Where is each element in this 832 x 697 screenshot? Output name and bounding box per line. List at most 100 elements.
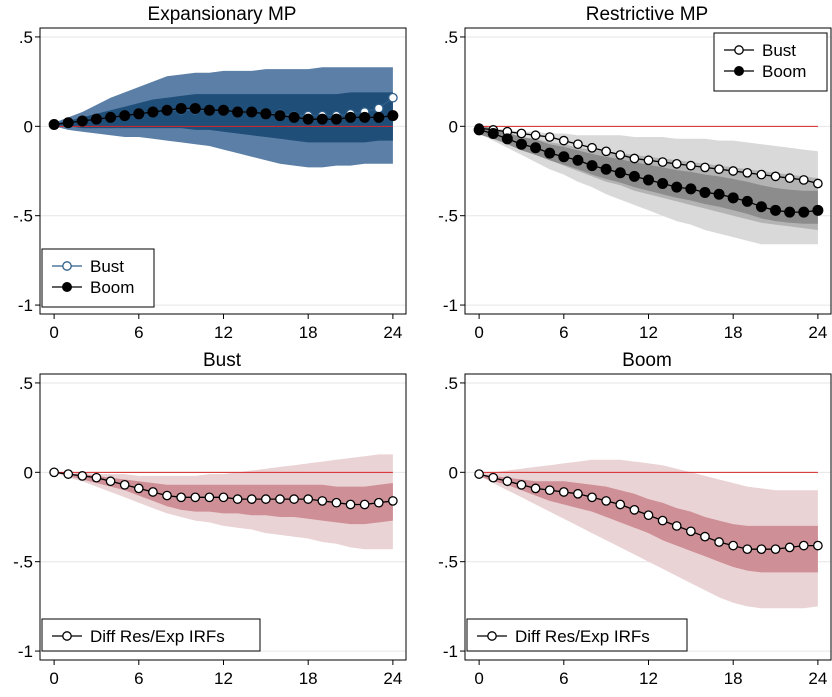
data-point [176, 492, 187, 503]
data-point [530, 142, 542, 154]
data-point [260, 494, 271, 504]
panel-restrictive-mp: Restrictive MP .5 0 -.5 -1 0 6 12 18 24 Bust Boom [438, 4, 832, 342]
y-tick-label: -1 [18, 296, 33, 315]
data-point [147, 106, 159, 118]
data-point [161, 104, 173, 116]
legend-box [41, 618, 261, 652]
data-point [373, 111, 385, 123]
data-point [770, 544, 781, 555]
data-point [629, 504, 640, 515]
data-point [741, 195, 753, 207]
data-point [76, 115, 88, 127]
data-point [685, 526, 696, 537]
data-point [714, 164, 724, 175]
data-point [812, 204, 824, 216]
legend-label: Boom [90, 278, 134, 297]
data-point [317, 496, 328, 506]
legend-label: Boom [762, 62, 806, 81]
data-point [90, 113, 102, 125]
data-point [473, 124, 485, 136]
data-point [657, 157, 668, 167]
data-point [713, 188, 725, 200]
data-point [148, 487, 158, 497]
panel-title: Boom [622, 350, 672, 371]
data-point [302, 113, 314, 125]
legend-marker [62, 261, 72, 271]
data-point [345, 499, 356, 510]
data-point [572, 154, 584, 166]
legend: Diff Res/Exp IRFs [41, 618, 261, 652]
data-point [530, 483, 541, 494]
data-point [657, 515, 668, 526]
x-tick-label: 0 [474, 669, 483, 688]
confidence-band-inner [54, 92, 393, 143]
y-tick-label: -1 [18, 642, 33, 661]
x-tick-label: 24 [383, 669, 402, 688]
data-point [373, 497, 384, 508]
legend-label: Diff Res/Exp IRFs [90, 627, 225, 646]
data-point [573, 139, 583, 150]
data-point [373, 103, 384, 114]
panel-plot: .5 0 -.5 -1 0 6 12 18 24 Diff Res/Exp IRFs [438, 373, 832, 688]
data-point [119, 110, 131, 122]
data-point [190, 492, 201, 503]
legend-marker [734, 66, 744, 76]
data-point [175, 102, 187, 114]
data-point [275, 494, 285, 504]
data-point [728, 540, 739, 551]
data-point [685, 160, 696, 171]
legend: Diff Res/Exp IRFs [466, 618, 688, 652]
data-point [515, 138, 527, 150]
data-point [133, 483, 144, 494]
panel-title: Expansionary MP [148, 4, 297, 25]
data-point [189, 102, 201, 114]
x-tick-label: 6 [559, 323, 568, 342]
data-point [558, 151, 570, 163]
data-point [303, 494, 314, 504]
y-tick-label: -1 [443, 296, 458, 315]
data-point [260, 108, 272, 120]
data-point [331, 497, 342, 508]
data-point [699, 186, 711, 198]
data-point [105, 111, 117, 123]
panel-boom: Boom .5 0 -.5 -1 0 6 12 18 24 Diff Res/Exp IRFs [438, 350, 832, 688]
data-point [770, 204, 782, 216]
data-point [316, 113, 328, 125]
panel-expansionary-mp: Expansionary MP .5 0 -.5 -1 0 6 12 18 24 Bust Boom [13, 4, 407, 342]
data-point [487, 127, 499, 139]
data-point [615, 499, 626, 510]
panel-title: Restrictive MP [586, 4, 708, 25]
legend: Bust Boom [713, 32, 828, 92]
data-point [232, 106, 244, 118]
data-point [246, 494, 257, 504]
legend-box [41, 248, 155, 308]
data-point [274, 110, 286, 122]
legend-marker [734, 45, 744, 55]
data-point [133, 108, 145, 120]
panel-bust: Bust .5 0 -.5 -1 0 6 12 18 24 Diff Res/Exp IRFs [13, 350, 407, 688]
data-point [755, 201, 767, 213]
data-point [558, 135, 569, 146]
legend: Bust Boom [41, 248, 155, 308]
data-point [813, 540, 823, 551]
legend-label: Diff Res/Exp IRFs [515, 627, 650, 646]
y-tick-label: 0 [449, 117, 458, 136]
data-point [643, 510, 654, 521]
data-point [488, 472, 499, 483]
x-tick-label: 18 [724, 323, 743, 342]
data-point [600, 163, 612, 175]
panel-title: Bust [203, 350, 242, 371]
data-point [601, 496, 612, 506]
panel-plot: .5 0 -.5 -1 0 6 12 18 24 Diff Res/Exp IRFs [13, 373, 407, 688]
legend-marker [62, 282, 72, 292]
data-point [784, 173, 795, 183]
data-point [387, 110, 399, 122]
x-tick-label: 12 [639, 669, 658, 688]
data-point [643, 174, 654, 186]
y-tick-label: .5 [444, 28, 458, 47]
data-point [628, 170, 640, 182]
data-point [629, 153, 640, 164]
panel-plot: .5 0 -.5 -1 0 6 12 18 24 Bust Boom [13, 27, 407, 342]
data-point [587, 142, 597, 153]
